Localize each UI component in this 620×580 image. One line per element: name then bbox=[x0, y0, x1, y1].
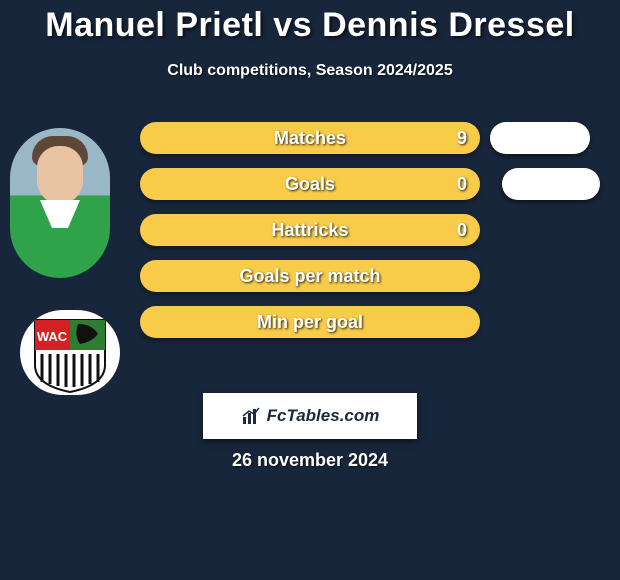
page-title: Manuel Prietl vs Dennis Dressel bbox=[0, 6, 620, 45]
stat-row-hattricks: Hattricks0 bbox=[0, 214, 620, 246]
comparison-card: Manuel Prietl vs Dennis Dressel Club com… bbox=[0, 0, 620, 580]
stat-left-value: 9 bbox=[450, 122, 474, 154]
stat-label: Matches bbox=[140, 122, 480, 154]
brand-icon bbox=[241, 406, 261, 426]
stat-row-goals: Goals0 bbox=[0, 168, 620, 200]
stat-label: Goals per match bbox=[140, 260, 480, 292]
stat-row-matches: Matches9 bbox=[0, 122, 620, 154]
brand-text: FcTables.com bbox=[267, 406, 380, 426]
subtitle: Club competitions, Season 2024/2025 bbox=[0, 62, 620, 80]
stat-left-value: 0 bbox=[450, 168, 474, 200]
stat-row-min_per_goal: Min per goal bbox=[0, 306, 620, 338]
brand-box[interactable]: FcTables.com bbox=[203, 393, 417, 439]
stat-bar-right bbox=[490, 122, 590, 154]
stat-bar-right bbox=[502, 168, 600, 200]
stat-label: Min per goal bbox=[140, 306, 480, 338]
brand-label: FcTables.com bbox=[241, 406, 380, 426]
stat-label: Hattricks bbox=[140, 214, 480, 246]
footer-date: 26 november 2024 bbox=[0, 450, 620, 471]
stat-left-value: 0 bbox=[450, 214, 474, 246]
stat-row-goals_per_match: Goals per match bbox=[0, 260, 620, 292]
stat-label: Goals bbox=[140, 168, 480, 200]
